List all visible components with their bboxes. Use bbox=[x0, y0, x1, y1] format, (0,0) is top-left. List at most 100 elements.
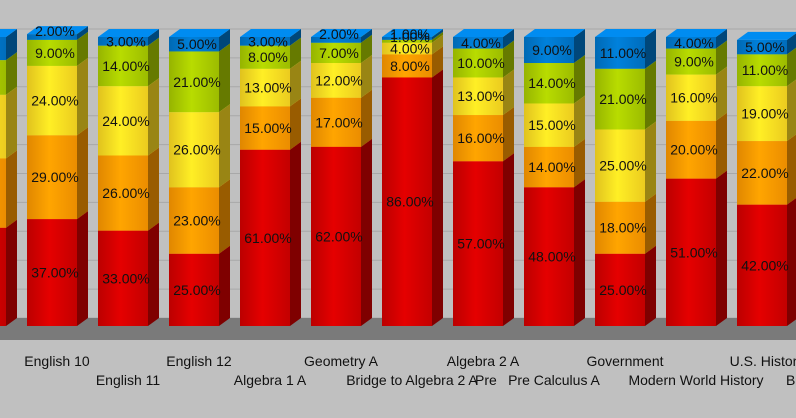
data-label: 10.00% bbox=[457, 55, 504, 71]
bar-segment bbox=[737, 39, 787, 55]
bar-segment bbox=[595, 129, 645, 202]
data-label: 14.00% bbox=[528, 75, 575, 91]
bar-segment bbox=[453, 77, 503, 116]
bar-segment bbox=[595, 201, 645, 254]
bar-segment bbox=[524, 63, 574, 104]
data-label: 21.00% bbox=[173, 74, 220, 90]
bar-segment bbox=[595, 37, 645, 69]
bar-side bbox=[503, 107, 514, 162]
x-tick-label: English 11 bbox=[96, 372, 161, 388]
bar-top bbox=[737, 31, 796, 40]
bar-side bbox=[290, 29, 301, 46]
data-label: 15.00% bbox=[528, 117, 575, 133]
bar-side bbox=[77, 57, 88, 136]
data-label: 25.00% bbox=[173, 282, 220, 298]
bar-segment bbox=[0, 60, 6, 95]
bar-segment bbox=[27, 135, 77, 220]
x-tick-label: Algebra 2 A bbox=[447, 353, 520, 369]
data-label: 2.00% bbox=[35, 23, 75, 39]
bar-top bbox=[666, 29, 727, 37]
bar-segment bbox=[524, 103, 574, 147]
data-label: 86.00% bbox=[386, 194, 433, 210]
bar-segment bbox=[666, 37, 716, 49]
bar-side bbox=[503, 29, 514, 49]
x-tick-label: English 10 bbox=[24, 353, 90, 369]
bar-side bbox=[574, 55, 585, 104]
bar-segment bbox=[98, 86, 148, 156]
bar-segment bbox=[453, 115, 503, 162]
bar-side bbox=[219, 179, 230, 254]
bar-top bbox=[382, 29, 443, 37]
bar-segment bbox=[737, 86, 787, 142]
bar-segment bbox=[595, 253, 645, 326]
bar-side bbox=[787, 134, 796, 205]
bar-side bbox=[645, 121, 656, 202]
data-label: 29.00% bbox=[31, 169, 78, 185]
data-label: 57.00% bbox=[457, 236, 504, 252]
bar-segment bbox=[27, 39, 77, 66]
data-label: 4.00% bbox=[390, 41, 430, 57]
bar-top bbox=[27, 26, 88, 35]
x-tick-label: Government bbox=[586, 353, 663, 369]
bar-side bbox=[361, 89, 372, 147]
bar-segment bbox=[311, 42, 361, 64]
bar-side bbox=[503, 153, 514, 326]
bar-side bbox=[645, 60, 656, 130]
bar-segment bbox=[98, 37, 148, 46]
bar-side bbox=[290, 60, 301, 107]
data-label: 2.00% bbox=[319, 26, 359, 42]
data-label: 8.00% bbox=[390, 58, 430, 74]
data-label: 26.00% bbox=[173, 142, 220, 158]
data-label: 15.00% bbox=[244, 120, 291, 136]
bar-segment bbox=[595, 68, 645, 130]
bar-segment bbox=[240, 106, 290, 150]
bar-segment bbox=[27, 219, 77, 326]
data-label: 61.00% bbox=[244, 230, 291, 246]
bar-side bbox=[645, 29, 656, 69]
bar-segment bbox=[169, 51, 219, 113]
bar-segment bbox=[666, 48, 716, 75]
x-tick-label: Geometry A bbox=[304, 353, 379, 369]
bar-side bbox=[219, 104, 230, 188]
bar-top bbox=[98, 29, 159, 37]
bar-segment bbox=[524, 187, 574, 326]
data-label: 42.00% bbox=[741, 257, 788, 273]
data-label: 24.00% bbox=[102, 113, 149, 129]
bar-segment bbox=[737, 54, 787, 87]
bar-side bbox=[716, 40, 727, 75]
bar-segment bbox=[311, 97, 361, 147]
bar-side bbox=[574, 138, 585, 188]
bar-segment bbox=[169, 37, 219, 52]
data-label: 5.00% bbox=[177, 36, 217, 52]
bar-segment bbox=[0, 37, 6, 61]
bar-side bbox=[361, 29, 372, 43]
data-label: 1.00% bbox=[390, 26, 430, 42]
bar-side bbox=[716, 170, 727, 326]
data-label: 18.00% bbox=[599, 220, 646, 236]
data-label: 21.00% bbox=[599, 91, 646, 107]
bar-side bbox=[148, 147, 159, 231]
data-label: 17.00% bbox=[315, 114, 362, 130]
bar-segment bbox=[169, 253, 219, 326]
bar-segment bbox=[382, 77, 432, 327]
data-label: 7.00% bbox=[319, 45, 359, 61]
bar-segment bbox=[240, 68, 290, 107]
bar-side bbox=[432, 69, 443, 327]
bar-side bbox=[77, 26, 88, 40]
bar-side bbox=[716, 112, 727, 179]
data-label: 12.00% bbox=[315, 72, 362, 88]
data-label: 14.00% bbox=[102, 58, 149, 74]
bar-side bbox=[148, 222, 159, 326]
bar-side bbox=[77, 211, 88, 326]
data-label: 13.00% bbox=[244, 80, 291, 96]
bar-side bbox=[645, 193, 656, 254]
data-label: 26.00% bbox=[102, 185, 149, 201]
bar-side bbox=[148, 78, 159, 156]
x-tick-label: Pre Calculus A bbox=[508, 372, 600, 388]
data-label: 11.00% bbox=[600, 45, 646, 61]
data-label: 22.00% bbox=[741, 165, 788, 181]
bar-side bbox=[148, 37, 159, 87]
bar-segment bbox=[311, 146, 361, 326]
bar-side bbox=[219, 29, 230, 52]
